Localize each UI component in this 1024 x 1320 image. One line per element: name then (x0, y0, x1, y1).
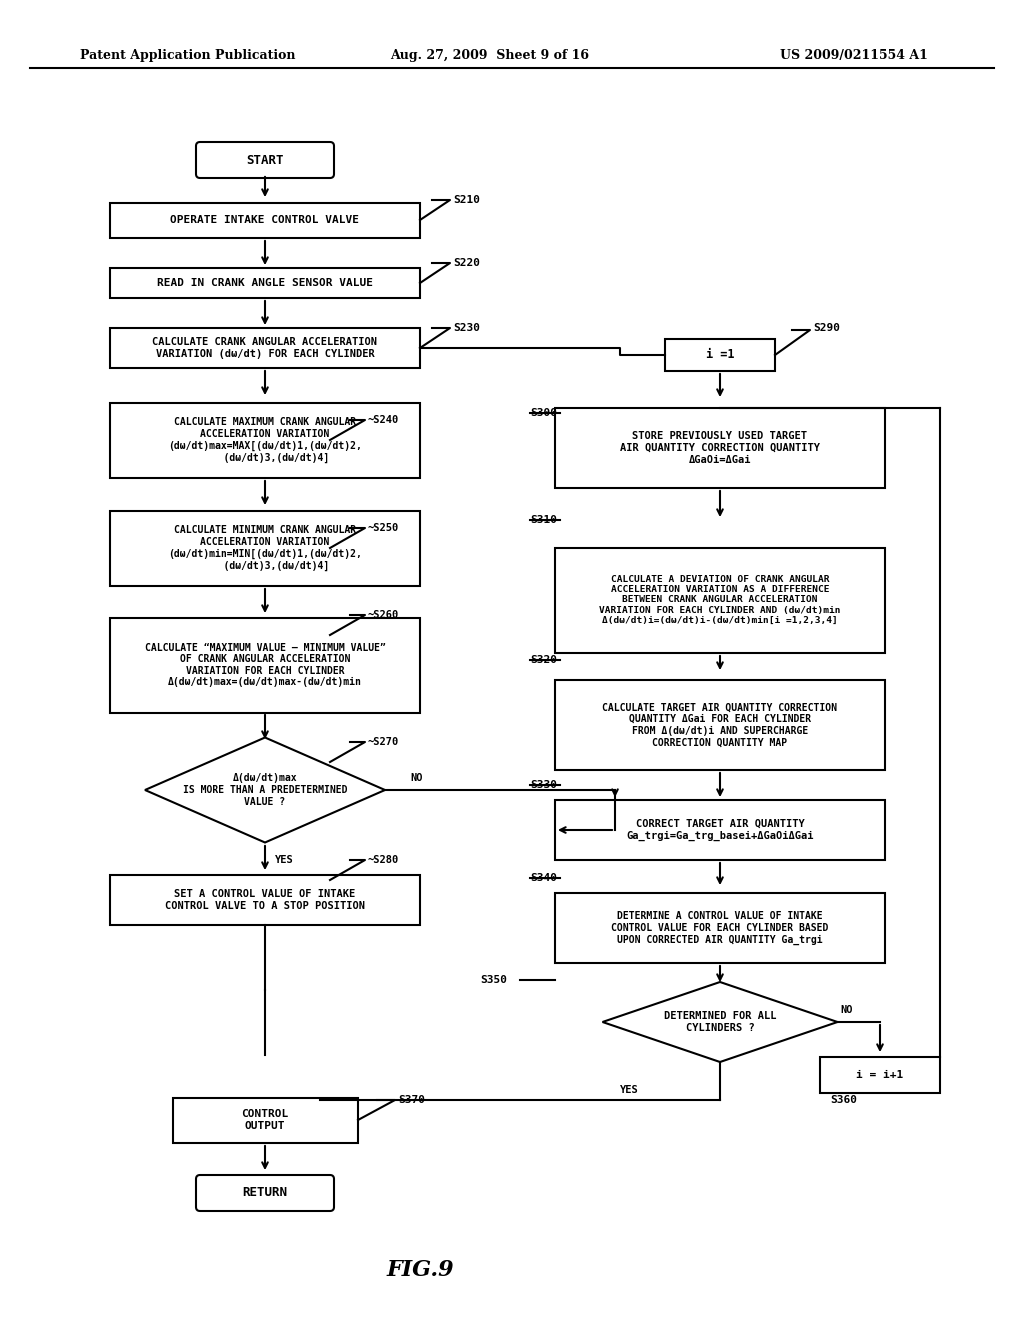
Text: S330: S330 (530, 780, 557, 789)
Text: READ IN CRANK ANGLE SENSOR VALUE: READ IN CRANK ANGLE SENSOR VALUE (157, 279, 373, 288)
Text: S290: S290 (813, 323, 840, 333)
FancyBboxPatch shape (110, 327, 420, 368)
Text: S360: S360 (830, 1096, 857, 1105)
Polygon shape (602, 982, 838, 1063)
Text: STORE PREVIOUSLY USED TARGET
AIR QUANTITY CORRECTION QUANTITY
ΔGaOi=ΔGai: STORE PREVIOUSLY USED TARGET AIR QUANTIT… (620, 432, 820, 465)
Text: Patent Application Publication: Patent Application Publication (80, 49, 296, 62)
Text: DETERMINE A CONTROL VALUE OF INTAKE
CONTROL VALUE FOR EACH CYLINDER BASED
UPON C: DETERMINE A CONTROL VALUE OF INTAKE CONT… (611, 911, 828, 945)
Text: S220: S220 (453, 257, 480, 268)
FancyBboxPatch shape (555, 408, 885, 488)
FancyBboxPatch shape (110, 875, 420, 925)
Text: S300: S300 (530, 408, 557, 418)
FancyBboxPatch shape (110, 511, 420, 586)
Text: NO: NO (840, 1005, 853, 1015)
Text: CONTROL
OUTPUT: CONTROL OUTPUT (242, 1109, 289, 1131)
Text: S310: S310 (530, 515, 557, 525)
Text: ~S280: ~S280 (367, 855, 398, 865)
Text: NO: NO (410, 774, 423, 783)
FancyBboxPatch shape (172, 1097, 357, 1143)
FancyBboxPatch shape (665, 339, 775, 371)
Text: CALCULATE A DEVIATION OF CRANK ANGULAR
ACCELERATION VARIATION AS A DIFFERENCE
BE: CALCULATE A DEVIATION OF CRANK ANGULAR A… (599, 574, 841, 626)
FancyBboxPatch shape (820, 1057, 940, 1093)
FancyBboxPatch shape (555, 800, 885, 861)
Text: ~S240: ~S240 (367, 414, 398, 425)
FancyBboxPatch shape (110, 268, 420, 298)
Text: i = i+1: i = i+1 (856, 1071, 903, 1080)
Text: OPERATE INTAKE CONTROL VALVE: OPERATE INTAKE CONTROL VALVE (171, 215, 359, 224)
FancyBboxPatch shape (110, 202, 420, 238)
Text: RETURN: RETURN (243, 1187, 288, 1200)
Text: YES: YES (620, 1085, 639, 1096)
Text: S370: S370 (398, 1096, 425, 1105)
Text: CALCULATE MAXIMUM CRANK ANGULAR
ACCELERATION VARIATION
(dω/dt)max=MAX[(dω/dt)1,(: CALCULATE MAXIMUM CRANK ANGULAR ACCELERA… (168, 417, 361, 462)
FancyBboxPatch shape (555, 680, 885, 770)
FancyBboxPatch shape (110, 618, 420, 713)
FancyBboxPatch shape (196, 1175, 334, 1210)
Text: S210: S210 (453, 195, 480, 205)
Text: ~S250: ~S250 (367, 523, 398, 533)
Text: CALCULATE CRANK ANGULAR ACCELERATION
VARIATION (dω/dt) FOR EACH CYLINDER: CALCULATE CRANK ANGULAR ACCELERATION VAR… (153, 337, 378, 359)
FancyBboxPatch shape (110, 403, 420, 478)
Text: US 2009/0211554 A1: US 2009/0211554 A1 (780, 49, 928, 62)
Text: ~S260: ~S260 (367, 610, 398, 620)
FancyBboxPatch shape (555, 548, 885, 652)
Text: S350: S350 (480, 975, 507, 985)
Text: ~S270: ~S270 (367, 737, 398, 747)
FancyBboxPatch shape (555, 894, 885, 964)
Text: YES: YES (275, 855, 294, 865)
Text: Aug. 27, 2009  Sheet 9 of 16: Aug. 27, 2009 Sheet 9 of 16 (390, 49, 589, 62)
Text: S230: S230 (453, 323, 480, 333)
FancyBboxPatch shape (196, 143, 334, 178)
Text: START: START (246, 153, 284, 166)
Text: i =1: i =1 (706, 348, 734, 362)
Text: CORRECT TARGET AIR QUANTITY
Ga_trgi=Ga_trg_basei+ΔGaOiΔGai: CORRECT TARGET AIR QUANTITY Ga_trgi=Ga_t… (627, 820, 814, 841)
Text: CALCULATE TARGET AIR QUANTITY CORRECTION
QUANTITY ΔGai FOR EACH CYLINDER
FROM Δ(: CALCULATE TARGET AIR QUANTITY CORRECTION… (602, 702, 838, 747)
Text: S340: S340 (530, 873, 557, 883)
Text: CALCULATE MINIMUM CRANK ANGULAR
ACCELERATION VARIATION
(dω/dt)min=MIN[(dω/dt)1,(: CALCULATE MINIMUM CRANK ANGULAR ACCELERA… (168, 525, 361, 570)
Text: S320: S320 (530, 655, 557, 665)
Text: FIG.9: FIG.9 (386, 1259, 454, 1280)
Text: SET A CONTROL VALUE OF INTAKE
CONTROL VALVE TO A STOP POSITION: SET A CONTROL VALUE OF INTAKE CONTROL VA… (165, 890, 365, 911)
Text: Δ(dω/dt)max
IS MORE THAN A PREDETERMINED
VALUE ?: Δ(dω/dt)max IS MORE THAN A PREDETERMINED… (182, 774, 347, 807)
Text: DETERMINED FOR ALL
CYLINDERS ?: DETERMINED FOR ALL CYLINDERS ? (664, 1011, 776, 1032)
Text: CALCULATE “MAXIMUM VALUE – MINIMUM VALUE”
OF CRANK ANGULAR ACCELERATION
VARIATIO: CALCULATE “MAXIMUM VALUE – MINIMUM VALUE… (144, 643, 385, 688)
Polygon shape (145, 738, 385, 842)
